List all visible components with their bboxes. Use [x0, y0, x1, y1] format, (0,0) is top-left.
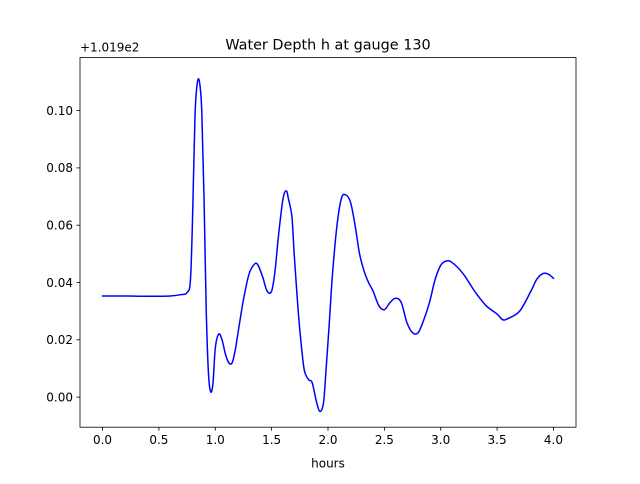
x-tick-label: 1.0 — [206, 433, 225, 447]
x-tick-label: 1.5 — [262, 433, 281, 447]
y-tick-label: 0.00 — [46, 390, 73, 404]
plot-area-background — [80, 57, 576, 428]
chart-title: Water Depth h at gauge 130 — [225, 38, 430, 54]
x-tick-label: 3.0 — [431, 433, 450, 447]
y-tick-label: 0.02 — [46, 333, 73, 347]
y-tick-label: 0.10 — [46, 104, 73, 118]
plot-area-frame — [79, 57, 577, 428]
series-layer — [101, 78, 555, 413]
x-tick-label: 3.5 — [488, 433, 507, 447]
x-tick-label: 0.0 — [93, 433, 112, 447]
x-axis-label: hours — [311, 457, 345, 471]
x-tick-label: 0.5 — [149, 433, 168, 447]
x-tick-label: 4.0 — [544, 433, 563, 447]
y-axis-offset-label: +1.019e2 — [80, 41, 139, 55]
x-tick-label: 2.0 — [318, 433, 337, 447]
y-tick-label: 0.06 — [46, 219, 73, 233]
x-axis-ticks: 0.0 0.5 1.0 1.5 2.0 2.5 3.0 3.5 4.0 — [93, 427, 563, 447]
y-tick-label: 0.04 — [46, 276, 73, 290]
x-tick-label: 2.5 — [375, 433, 394, 447]
y-tick-label: 0.08 — [46, 161, 73, 175]
series-line — [101, 78, 555, 413]
y-axis-ticks: 0.00 0.02 0.04 0.06 0.08 0.10 — [46, 104, 80, 404]
